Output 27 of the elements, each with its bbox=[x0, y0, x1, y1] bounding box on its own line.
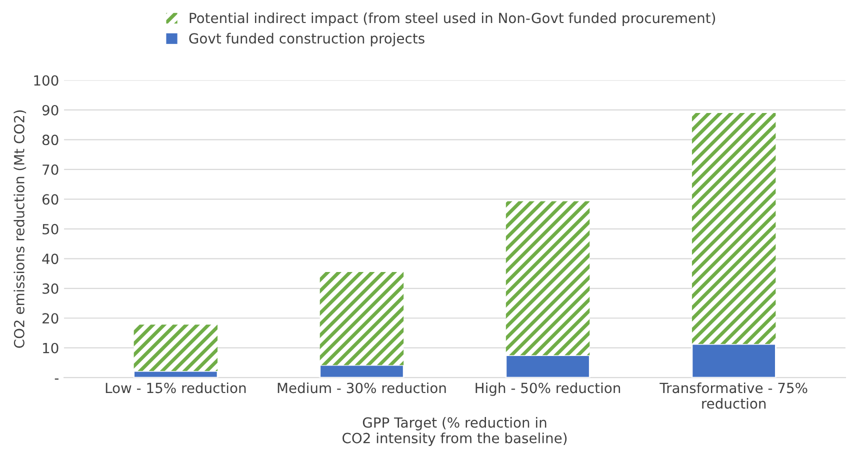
y-tick-label: - bbox=[54, 378, 59, 380]
y-tick-label: 100 bbox=[34, 75, 58, 86]
y-tick-label: 70 bbox=[42, 164, 58, 175]
x-tick-label: Transformative - 75% reduction bbox=[660, 382, 808, 409]
bar bbox=[505, 354, 590, 378]
y-tick-label: 20 bbox=[42, 313, 58, 324]
bar bbox=[691, 343, 776, 378]
x-tick-label: Low - 15% reduction bbox=[106, 382, 246, 394]
y-tick-label: 80 bbox=[42, 134, 58, 146]
x-tick-label: High - 50% reduction bbox=[476, 382, 620, 396]
x-tick-label: Medium - 30% reduction bbox=[278, 382, 446, 394]
bar bbox=[506, 201, 590, 356]
y-tick-label: 30 bbox=[42, 283, 58, 294]
bar bbox=[692, 112, 776, 344]
x-axis-title: GPP Target (% reduction in CO2 intensity from the baseline) bbox=[342, 417, 567, 446]
y-tick-label: 40 bbox=[42, 254, 58, 264]
y-tick-label: 10 bbox=[43, 342, 58, 354]
y-tick-label: 50 bbox=[42, 224, 58, 234]
y-axis-title: CO2 emissions reduction (Mt CO2) bbox=[14, 110, 26, 348]
bar bbox=[133, 370, 218, 378]
y-tick-label: 90 bbox=[42, 104, 58, 116]
bar bbox=[319, 364, 404, 378]
bar bbox=[320, 272, 404, 366]
bar bbox=[134, 324, 218, 372]
legend-label: Potential indirect impact (from steel used in Non-Govt funded procurement) bbox=[190, 12, 716, 26]
y-tick-label: 60 bbox=[42, 194, 58, 205]
legend-label: Govt funded construction projects bbox=[189, 32, 424, 46]
